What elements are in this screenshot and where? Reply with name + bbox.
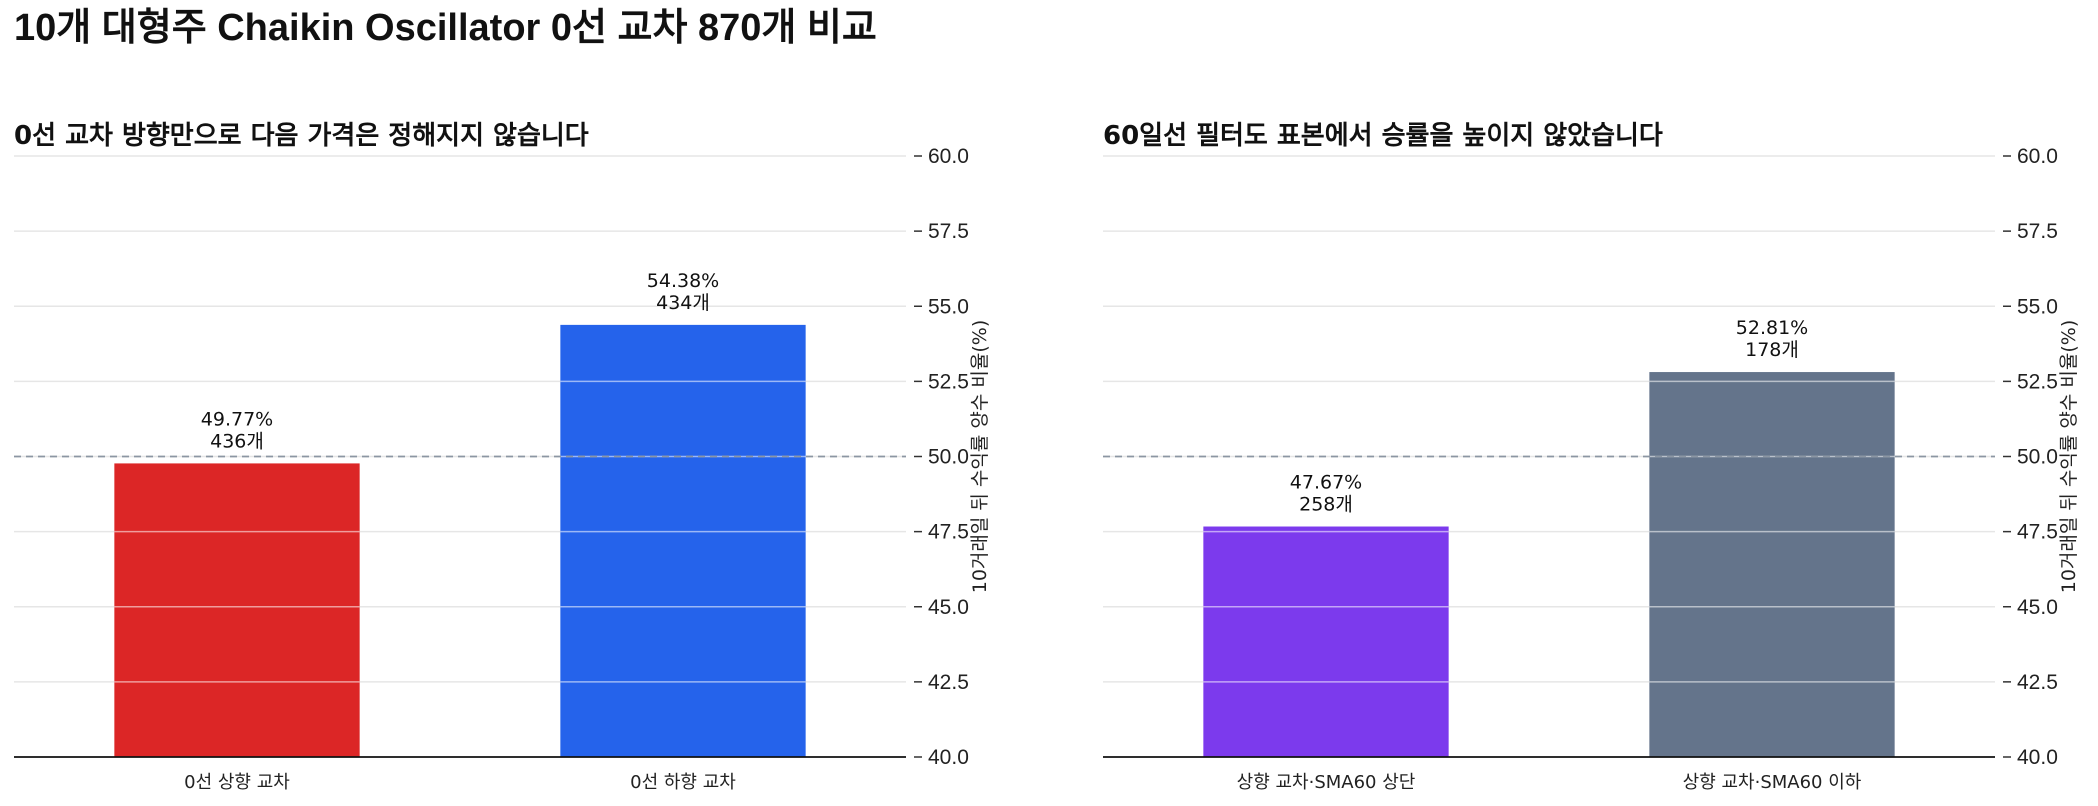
panel-left-ytick-label: 50.0: [928, 446, 969, 469]
panel-left-y-axis-label: 10거래일 뒤 수익률 양수 비율(%): [969, 320, 991, 594]
panel-right-value-label: 47.67%: [1290, 472, 1362, 494]
panel-right-y-axis-label: 10거래일 뒤 수익률 양수 비율(%): [2058, 320, 2080, 594]
panel-left-ytick-label: 45.0: [928, 596, 969, 619]
panel-left-count-label: 434개: [656, 292, 710, 314]
panel-left-ytick-label: 60.0: [928, 145, 969, 168]
panel-right-bar: [1649, 372, 1895, 757]
panel-left-bar: [560, 324, 806, 757]
panel-right-ytick-label: 50.0: [2017, 446, 2058, 469]
panel-right-ytick-label: 55.0: [2017, 295, 2058, 318]
panel-right-category-label: 상향 교차·SMA60 이하: [1683, 772, 1862, 793]
panel-left-ytick-label: 55.0: [928, 295, 969, 318]
panel-right-ytick-label: 45.0: [2017, 596, 2058, 619]
panel-left-value-label: 49.77%: [201, 408, 273, 430]
panel-left-value-label: 54.38%: [647, 270, 719, 292]
panel-right-category-label: 상향 교차·SMA60 상단: [1237, 772, 1416, 793]
panel-right-subtitle: 60일선 필터도 표본에서 승률을 높이지 않았습니다: [1103, 121, 1663, 151]
panel-left-ytick-label: 40.0: [928, 746, 969, 769]
panel-right-ytick-label: 52.5: [2017, 370, 2058, 393]
panel-right-count-label: 258개: [1299, 494, 1353, 516]
panel-right-ytick-label: 42.5: [2017, 671, 2058, 694]
panel-right-ytick-label: 40.0: [2017, 746, 2058, 769]
panel-left-category-label: 0선 상향 교차: [184, 772, 290, 793]
panel-right-count-label: 178개: [1745, 339, 1799, 361]
page-title: 10개 대형주 Chaikin Oscillator 0선 교차 870개 비교: [14, 7, 877, 49]
panel-left-ytick-label: 47.5: [928, 521, 969, 544]
panel-left-bar: [114, 463, 360, 757]
panel-left-ytick-label: 52.5: [928, 370, 969, 393]
panel-left-subtitle: 0선 교차 방향만으로 다음 가격은 정해지지 않습니다: [14, 121, 589, 151]
panel-right-ytick-label: 47.5: [2017, 521, 2058, 544]
panel-right-value-label: 52.81%: [1736, 317, 1808, 339]
panel-right-bar: [1203, 526, 1449, 757]
panel-left-count-label: 436개: [210, 430, 264, 452]
panel-left-ytick-label: 57.5: [928, 220, 969, 243]
panel-right-ytick-label: 57.5: [2017, 220, 2058, 243]
panel-right-ytick-label: 60.0: [2017, 145, 2058, 168]
panel-left-category-label: 0선 하향 교차: [630, 772, 736, 793]
panel-left-ytick-label: 42.5: [928, 671, 969, 694]
